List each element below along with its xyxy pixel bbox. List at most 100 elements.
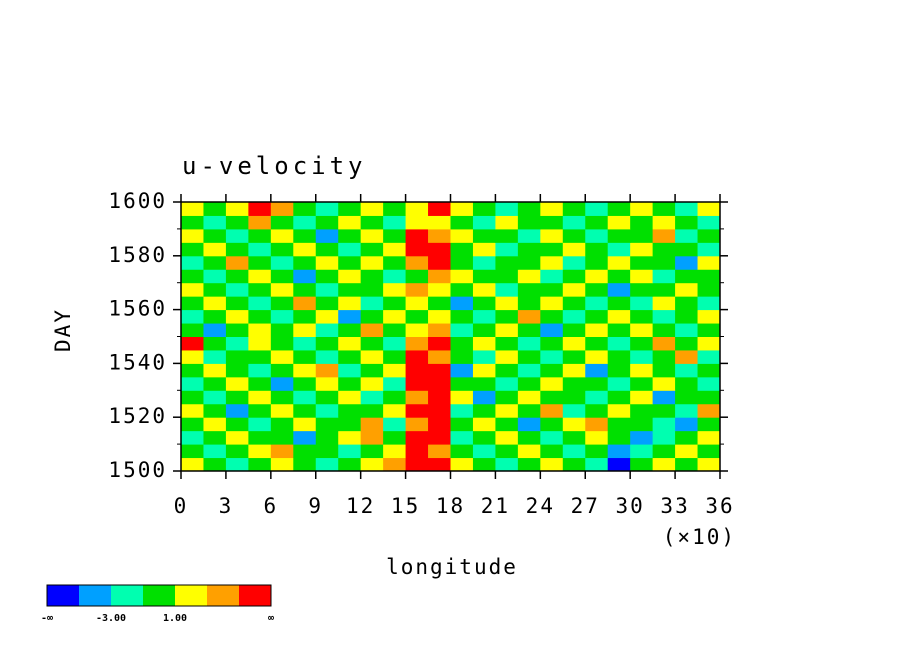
heat-cell: [383, 255, 407, 270]
heat-cell: [472, 403, 496, 418]
heat-cell: [270, 363, 294, 378]
colorbar-swatch: [79, 585, 111, 606]
heat-cell: [293, 309, 317, 324]
heat-cell: [428, 215, 451, 230]
heat-cell: [630, 457, 654, 472]
heat-cell: [450, 255, 474, 270]
heat-cell: [293, 269, 317, 284]
heat-cell: [607, 444, 631, 459]
heat-cell: [675, 363, 699, 378]
heat-cell: [293, 215, 317, 230]
heat-cell: [293, 336, 317, 351]
heat-cell: [181, 390, 204, 405]
heat-cell: [517, 417, 541, 432]
heat-cell: [562, 242, 586, 257]
heat-cell: [315, 390, 339, 405]
heat-cell: [697, 430, 721, 445]
heat-cell: [405, 430, 429, 445]
heat-cell: [630, 269, 654, 284]
heat-cell: [495, 309, 519, 324]
heat-cell: [338, 430, 362, 445]
heat-cell: [517, 228, 541, 243]
heat-cell: [338, 417, 362, 432]
heat-cell: [472, 282, 496, 297]
heat-cell: [338, 336, 362, 351]
heat-cell: [270, 269, 294, 284]
heat-cell: [585, 323, 609, 337]
heat-cell: [652, 323, 676, 337]
heat-cell: [360, 269, 384, 284]
heat-cell: [495, 457, 519, 472]
colorbar-swatch: [239, 585, 271, 606]
heat-cell: [517, 269, 541, 284]
heat-cell: [652, 403, 676, 418]
heat-cell: [248, 349, 272, 364]
heat-cell: [405, 457, 429, 472]
heat-cell: [540, 457, 564, 472]
x-axis-multiplier: (×10): [663, 525, 736, 549]
heat-cell: [607, 228, 631, 243]
heat-cell: [607, 255, 631, 270]
heat-cell: [697, 202, 721, 216]
heat-cell: [360, 403, 384, 418]
heat-cell: [270, 202, 294, 216]
heat-cell: [405, 323, 429, 337]
x-tick-label: 3: [219, 494, 234, 518]
heat-cell: [338, 457, 362, 472]
heat-cell: [315, 309, 339, 324]
heat-cell: [405, 282, 429, 297]
heat-cell: [428, 430, 451, 445]
heat-cell: [652, 215, 676, 230]
colorbar-swatch: [207, 585, 239, 606]
heat-cell: [630, 417, 654, 432]
heat-cell: [181, 444, 204, 459]
heat-cell: [360, 242, 384, 257]
heat-cell: [585, 215, 609, 230]
heat-cell: [181, 255, 204, 270]
heat-cell: [562, 430, 586, 445]
heat-cell: [315, 242, 339, 257]
heat-cell: [315, 255, 339, 270]
heat-cell: [495, 323, 519, 337]
heat-cell: [562, 417, 586, 432]
heat-cell: [315, 403, 339, 418]
heat-cell: [270, 336, 294, 351]
heat-cell: [607, 215, 631, 230]
x-tick-label: 21: [481, 494, 510, 518]
x-tick-label: 15: [391, 494, 420, 518]
heat-cell: [360, 390, 384, 405]
heat-cell: [293, 457, 317, 472]
heat-cell: [472, 296, 496, 311]
heat-cell: [652, 202, 676, 216]
heat-cell: [203, 390, 227, 405]
heat-cell: [248, 417, 272, 432]
heat-cell: [248, 215, 272, 230]
heat-cell: [383, 228, 407, 243]
heat-cell: [428, 269, 451, 284]
heat-cell: [405, 228, 429, 243]
heat-cell: [472, 417, 496, 432]
heat-cell: [540, 376, 564, 391]
heat-cell: [225, 255, 249, 270]
heat-cell: [338, 323, 362, 337]
heat-cell: [181, 336, 204, 351]
heat-cell: [450, 309, 474, 324]
colorbar-swatch: [175, 585, 207, 606]
heat-cell: [607, 336, 631, 351]
heat-cell: [495, 242, 519, 257]
heat-cell: [360, 349, 384, 364]
heat-cell: [203, 363, 227, 378]
heat-cell: [675, 296, 699, 311]
heat-cell: [675, 215, 699, 230]
heat-cell: [517, 296, 541, 311]
colorbar-label: -3.00: [96, 613, 126, 624]
heat-cell: [203, 269, 227, 284]
heat-cell: [472, 444, 496, 459]
heat-cell: [428, 228, 451, 243]
heat-cell: [203, 323, 227, 337]
heat-cell: [383, 215, 407, 230]
heat-cell: [472, 215, 496, 230]
colorbar-frame: [46, 584, 272, 607]
x-axis-label: longitude: [386, 555, 518, 579]
heat-cell: [405, 336, 429, 351]
